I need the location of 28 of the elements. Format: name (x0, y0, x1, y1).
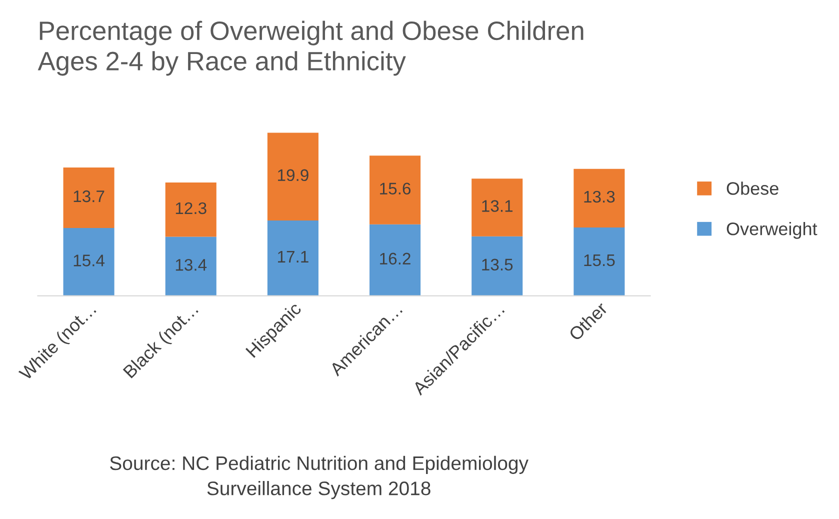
bar (267, 132, 318, 220)
bar (63, 228, 114, 296)
data-label: 19.9 (278, 169, 308, 182)
bar (165, 236, 216, 296)
data-label: 13.1 (482, 200, 513, 212)
bar (267, 220, 318, 296)
bar (63, 168, 114, 228)
legend-label: Obese (726, 182, 778, 195)
data-label: 13.7 (74, 190, 104, 202)
data-label: 13.5 (482, 258, 513, 271)
chart-title: Percentage of Overweight and Obese Children Ages 2-4 by Race and Ethnicity (38, 20, 584, 76)
data-label: 17.1 (278, 250, 308, 262)
bar (574, 168, 625, 228)
bar (370, 224, 421, 296)
source-note: Source: NC Pediatric Nutrition and Epidemiology Surveillance System 2018 (110, 456, 528, 500)
data-label: 13.3 (584, 190, 615, 203)
data-label: 15.6 (380, 182, 411, 194)
data-label: 12.3 (176, 202, 206, 214)
bar (370, 156, 421, 224)
data-label: 16.2 (380, 252, 410, 265)
bar (472, 236, 523, 296)
bar (165, 182, 216, 237)
data-label: 13.4 (176, 258, 207, 271)
bar (472, 178, 523, 236)
bar (574, 228, 625, 296)
legend-label: Overweight (726, 222, 818, 239)
data-label: 15.5 (584, 254, 615, 266)
data-label: 15.4 (74, 254, 105, 266)
